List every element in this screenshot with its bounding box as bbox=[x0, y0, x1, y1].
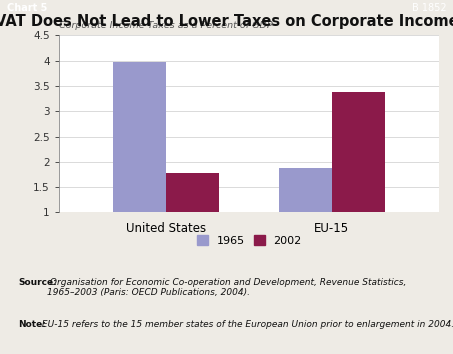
Text: B 1852: B 1852 bbox=[412, 3, 446, 13]
Text: Note:: Note: bbox=[18, 320, 46, 329]
Legend: 1965, 2002: 1965, 2002 bbox=[197, 235, 302, 246]
Bar bbox=[114, 62, 166, 263]
Text: Corporate Income Taxes as a Percent of GDP: Corporate Income Taxes as a Percent of G… bbox=[59, 21, 273, 30]
Bar bbox=[332, 92, 385, 263]
Text: Organisation for Economic Co-operation and Development, Revenue Statistics,
1965: Organisation for Economic Co-operation a… bbox=[47, 278, 406, 297]
Text: Source:: Source: bbox=[18, 278, 57, 287]
Text: EU-15 refers to the 15 member states of the European Union prior to enlargement : EU-15 refers to the 15 member states of … bbox=[39, 320, 453, 329]
Text: VAT Does Not Lead to Lower Taxes on Corporate Income: VAT Does Not Lead to Lower Taxes on Corp… bbox=[0, 14, 453, 29]
Text: Chart 5: Chart 5 bbox=[7, 3, 47, 13]
Bar bbox=[166, 173, 219, 263]
Bar bbox=[279, 169, 332, 263]
